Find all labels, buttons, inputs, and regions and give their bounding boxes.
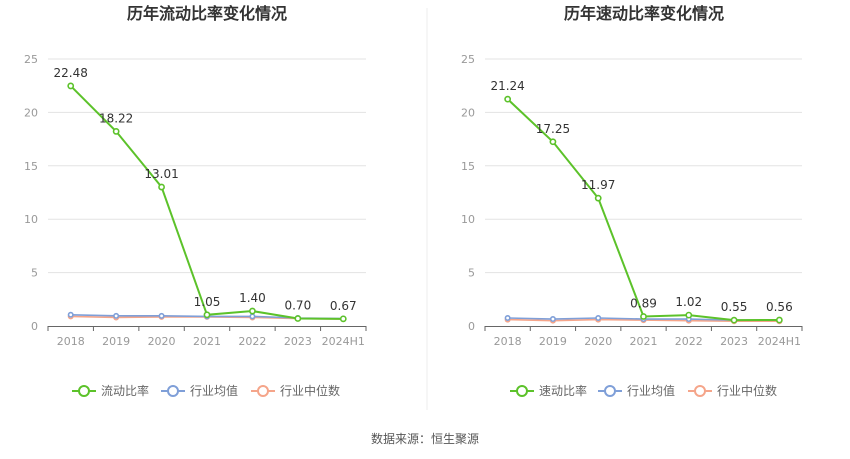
- chart-panel-1: 历年流动比率变化情况 0 5 10 15 20 25 2018 2019 2020 2021 2022…: [24, 4, 367, 398]
- y-tick-label: 15: [24, 160, 38, 173]
- legend-item-avg[interactable]: 行业均值: [598, 383, 675, 398]
- data-label: 0.67: [330, 299, 357, 313]
- legend-label: 行业中位数: [717, 383, 777, 398]
- x-tick-label: 2021: [630, 335, 658, 348]
- data-point: [775, 316, 783, 324]
- y-tick-label: 25: [24, 53, 38, 66]
- legend-circle-marker: [694, 385, 706, 397]
- data-point: [504, 95, 512, 103]
- data-point: [294, 315, 302, 322]
- legend: 速动比率 行业均值 行业中位数: [510, 383, 777, 398]
- y-tick-label: 10: [24, 213, 38, 226]
- data-point: [549, 316, 556, 323]
- data-point: [67, 82, 75, 90]
- legend-item-median[interactable]: 行业中位数: [688, 383, 777, 398]
- data-point: [158, 312, 165, 319]
- legend-circle-marker: [604, 385, 616, 397]
- x-tick-label: 2019: [539, 335, 567, 348]
- data-label: 1.40: [239, 291, 266, 305]
- x-tick-label: 2021: [193, 335, 221, 348]
- data-point: [504, 314, 511, 321]
- data-label: 1.02: [675, 295, 702, 309]
- data-point: [113, 312, 120, 319]
- data-label: 11.97: [581, 178, 615, 192]
- data-point: [730, 316, 738, 324]
- data-point: [249, 307, 256, 315]
- data-point: [549, 138, 557, 146]
- legend-label: 行业均值: [627, 383, 675, 398]
- data-label: 13.01: [144, 167, 178, 181]
- x-tick-label: 2019: [102, 335, 130, 348]
- data-label: 18.22: [99, 111, 133, 125]
- data-label: 1.05: [194, 295, 221, 309]
- legend-item-main[interactable]: 速动比率: [510, 383, 587, 398]
- data-label: 21.24: [490, 79, 524, 93]
- x-tick-label: 2018: [494, 335, 522, 348]
- x-tick-label: 2022: [238, 335, 266, 348]
- data-point: [67, 311, 74, 318]
- data-point: [594, 194, 602, 202]
- legend-label: 速动比率: [539, 383, 587, 398]
- data-point: [158, 183, 165, 191]
- x-tick-label: 2023: [284, 335, 312, 348]
- legend-label: 行业中位数: [280, 383, 340, 398]
- x-tick-label: 2024H1: [322, 335, 365, 348]
- x-tick-label: 2020: [148, 335, 176, 348]
- x-tick-label: 2024H1: [758, 335, 801, 348]
- legend-item-median[interactable]: 行业中位数: [251, 383, 340, 398]
- x-tick-label: 2022: [675, 335, 703, 348]
- data-point: [203, 311, 211, 319]
- data-point: [112, 128, 120, 135]
- series-main: 21.24 17.25 11.97 0.89 1.02 0.55 0.56: [490, 79, 793, 324]
- legend-circle-marker: [257, 385, 269, 397]
- data-point: [685, 311, 693, 319]
- legend-label: 行业均值: [190, 383, 238, 398]
- data-label: 0.55: [721, 300, 748, 314]
- data-point: [249, 313, 256, 320]
- chart-title: 历年速动比率变化情况: [564, 4, 724, 23]
- y-tick-label: 20: [461, 106, 475, 119]
- y-tick-label: 15: [461, 160, 475, 173]
- source-note: 数据来源：恒生聚源: [371, 431, 479, 446]
- chart-title: 历年流动比率变化情况: [127, 4, 287, 23]
- y-tick-label: 10: [461, 213, 475, 226]
- data-label: 0.89: [630, 296, 657, 310]
- x-tick-label: 2020: [584, 335, 612, 348]
- data-label: 22.48: [54, 66, 88, 80]
- legend: 流动比率 行业均值 行业中位数: [72, 383, 340, 398]
- legend-circle-marker: [167, 385, 179, 397]
- legend-label: 流动比率: [101, 383, 149, 398]
- x-tick-label: 2023: [720, 335, 748, 348]
- y-tick-label: 0: [31, 320, 38, 333]
- chart-panel-2: 历年速动比率变化情况 0 5 10 15 20 25 2018 2019 2020 2021 2022…: [461, 4, 803, 398]
- data-label: 0.56: [766, 300, 793, 314]
- data-point: [339, 315, 347, 323]
- y-tick-label: 5: [468, 267, 475, 280]
- y-tick-label: 20: [24, 106, 38, 119]
- data-label: 0.70: [284, 299, 311, 313]
- x-tick-label: 2018: [57, 335, 85, 348]
- y-tick-label: 25: [461, 53, 475, 66]
- legend-circle-marker: [78, 385, 90, 397]
- y-tick-label: 5: [31, 267, 38, 280]
- y-tick-label: 0: [468, 320, 475, 333]
- legend-circle-marker: [516, 385, 528, 397]
- data-point: [595, 314, 602, 321]
- data-point: [640, 313, 647, 320]
- series-main: 22.48 18.22 13.01 1.05 1.40 0.70 0.67: [54, 66, 357, 323]
- data-label: 17.25: [536, 122, 570, 136]
- legend-item-main[interactable]: 流动比率: [72, 383, 149, 398]
- legend-item-avg[interactable]: 行业均值: [161, 383, 238, 398]
